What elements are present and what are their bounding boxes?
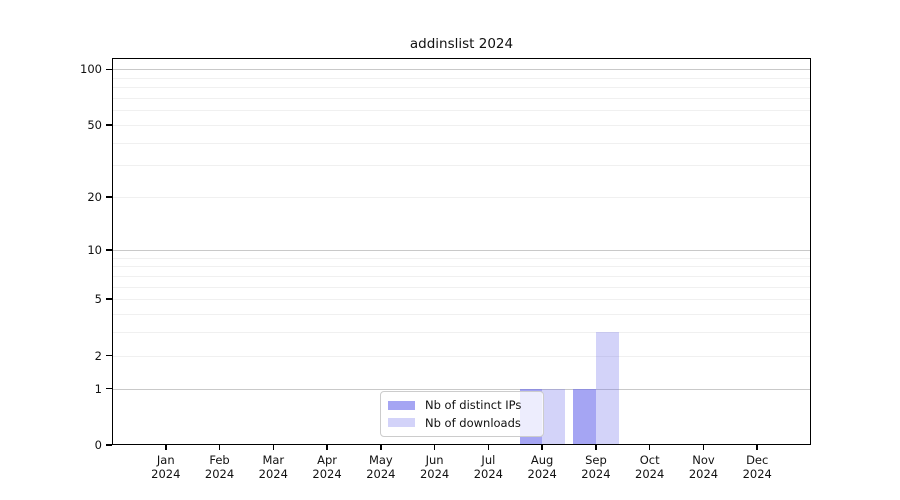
legend-swatch-distinct-ips: [388, 400, 415, 410]
y-tick-label: 50: [87, 117, 102, 132]
x-tick-month: Aug: [530, 453, 554, 467]
gridline-major: [112, 388, 811, 390]
x-tick-mark: [272, 445, 275, 450]
x-tick-label: Mar 2024: [243, 453, 303, 481]
y-tick-mark: [106, 387, 112, 390]
x-tick-label: Apr 2024: [297, 453, 357, 481]
y-tick-label: 20: [87, 190, 102, 205]
x-tick-year: 2024: [473, 467, 504, 481]
gridline-minor: [112, 355, 811, 357]
x-tick-mark: [541, 445, 543, 450]
gridline-minor: [112, 165, 811, 167]
gridline-minor: [112, 313, 811, 315]
gridline-minor: [112, 87, 811, 89]
gridline-minor: [112, 197, 811, 199]
y-tick-mark: [106, 249, 112, 251]
legend-label-downloads: Nb of downloads: [425, 415, 521, 430]
x-tick-mark: [218, 445, 221, 450]
y-tick-mark: [106, 68, 112, 71]
x-tick-month: May: [368, 453, 393, 467]
gridline-major: [112, 249, 811, 251]
chart-title: addinslist 2024: [409, 36, 514, 52]
y-tick-label: 0: [94, 438, 102, 452]
x-tick-month: Jul: [481, 453, 496, 467]
x-tick-year: 2024: [635, 467, 665, 481]
x-tick-label: Oct 2024: [620, 453, 680, 481]
x-tick-mark: [487, 445, 490, 450]
x-tick-year: 2024: [742, 467, 772, 481]
x-tick-label: Aug 2024: [512, 453, 572, 481]
legend-row-downloads: Nb of downloads: [388, 416, 536, 430]
gridline-minor: [112, 97, 811, 99]
y-tick-mark: [106, 354, 112, 357]
x-tick-year: 2024: [312, 467, 342, 481]
x-tick-mark: [433, 445, 436, 450]
x-tick-year: 2024: [581, 467, 611, 481]
x-tick-mark: [756, 445, 758, 450]
y-tick-mark: [106, 124, 112, 126]
x-tick-year: 2024: [151, 467, 181, 481]
x-tick-year: 2024: [258, 467, 288, 481]
gridline-major: [112, 69, 811, 71]
y-tick-label: 10: [87, 242, 102, 257]
bar-downloads-sep: [595, 332, 619, 445]
x-tick-month: Nov: [692, 453, 715, 467]
gridline-minor: [112, 110, 811, 112]
gridline-minor: [112, 77, 811, 79]
x-tick-year: 2024: [688, 467, 719, 481]
y-tick-label: 5: [94, 292, 102, 307]
x-tick-mark: [702, 445, 705, 450]
y-tick-label: 100: [80, 62, 102, 77]
x-tick-label: Feb 2024: [190, 453, 250, 481]
legend-row-distinct-ips: Nb of distinct IPs: [388, 398, 536, 412]
x-tick-mark: [165, 445, 167, 450]
x-tick-month: Apr: [317, 453, 338, 467]
bar-downloads-aug: [542, 388, 565, 445]
gridline-minor: [112, 142, 811, 144]
x-tick-month: Dec: [746, 453, 769, 467]
x-tick-mark: [380, 445, 382, 450]
x-tick-year: 2024: [366, 467, 396, 481]
x-tick-label: Nov 2024: [673, 453, 733, 481]
x-tick-label: Jan 2024: [136, 453, 196, 481]
y-tick-label: 2: [94, 348, 102, 363]
x-tick-label: May 2024: [351, 453, 411, 481]
x-tick-mark: [648, 445, 651, 450]
gridline-minor: [112, 257, 811, 259]
gridline-minor: [112, 275, 811, 277]
x-tick-label: Jul 2024: [458, 453, 518, 481]
x-tick-year: 2024: [204, 467, 235, 481]
x-tick-month: Jan: [156, 453, 175, 467]
y-tick-label: 1: [94, 381, 102, 396]
gridline-minor: [112, 332, 811, 334]
x-tick-mark: [326, 445, 328, 450]
x-tick-label: Dec 2024: [727, 453, 787, 481]
gridline-minor: [112, 286, 811, 288]
legend-label-distinct-ips: Nb of distinct IPs: [425, 398, 522, 413]
gridline-minor: [112, 299, 811, 301]
x-tick-label: Sep 2024: [566, 453, 626, 481]
legend-swatch-downloads: [388, 418, 415, 428]
legend: Nb of distinct IPs Nb of downloads: [380, 391, 544, 437]
x-tick-year: 2024: [527, 467, 557, 481]
gridline-minor: [112, 124, 811, 126]
y-tick-mark: [106, 444, 112, 446]
x-tick-month: Mar: [262, 453, 285, 467]
x-tick-month: Feb: [209, 453, 230, 467]
y-tick-mark: [106, 298, 112, 300]
plot-area: [112, 58, 811, 445]
x-tick-label: Jun 2024: [405, 453, 465, 481]
gridline-minor: [112, 266, 811, 268]
x-tick-mark: [595, 445, 597, 450]
y-tick-mark: [106, 196, 112, 198]
x-tick-month: Oct: [639, 453, 660, 467]
x-tick-month: Jun: [425, 453, 444, 467]
x-tick-year: 2024: [419, 467, 450, 481]
x-tick-month: Sep: [585, 453, 607, 467]
bar-distinct-ips-sep: [573, 388, 596, 445]
